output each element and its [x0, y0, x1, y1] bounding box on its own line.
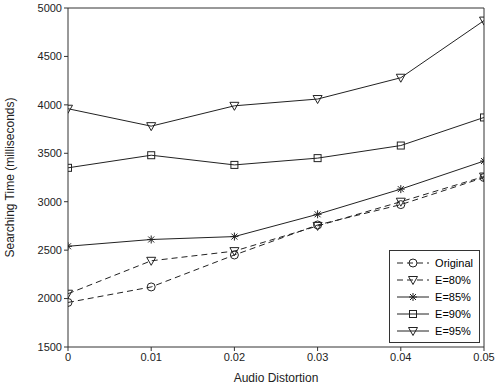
svg-text:5000: 5000 — [38, 2, 62, 14]
svg-text:0.03: 0.03 — [307, 351, 328, 363]
svg-text:Audio Distortion: Audio Distortion — [234, 371, 319, 385]
svg-text:0.04: 0.04 — [390, 351, 411, 363]
svg-text:0.05: 0.05 — [473, 351, 492, 363]
svg-text:4500: 4500 — [38, 50, 62, 62]
svg-text:1500: 1500 — [38, 341, 62, 353]
svg-text:3000: 3000 — [38, 196, 62, 208]
svg-text:4000: 4000 — [38, 99, 62, 111]
html-text:E=95%: E=95% — [435, 324, 471, 337]
svg-text:3500: 3500 — [38, 147, 62, 159]
svg-text:2500: 2500 — [38, 244, 62, 256]
svg-text:2000: 2000 — [38, 292, 62, 304]
html-text:E=90%: E=90% — [435, 307, 471, 320]
svg-text:Searching Time (milliseconds): Searching Time (milliseconds) — [8, 97, 17, 257]
svg-text:0.01: 0.01 — [140, 351, 161, 363]
html-text:Original: Original — [435, 256, 473, 269]
svg-text:0: 0 — [65, 351, 71, 363]
svg-text:0.02: 0.02 — [224, 351, 245, 363]
html-text:E=85%: E=85% — [435, 290, 471, 303]
html-text:E=80%: E=80% — [435, 273, 471, 286]
